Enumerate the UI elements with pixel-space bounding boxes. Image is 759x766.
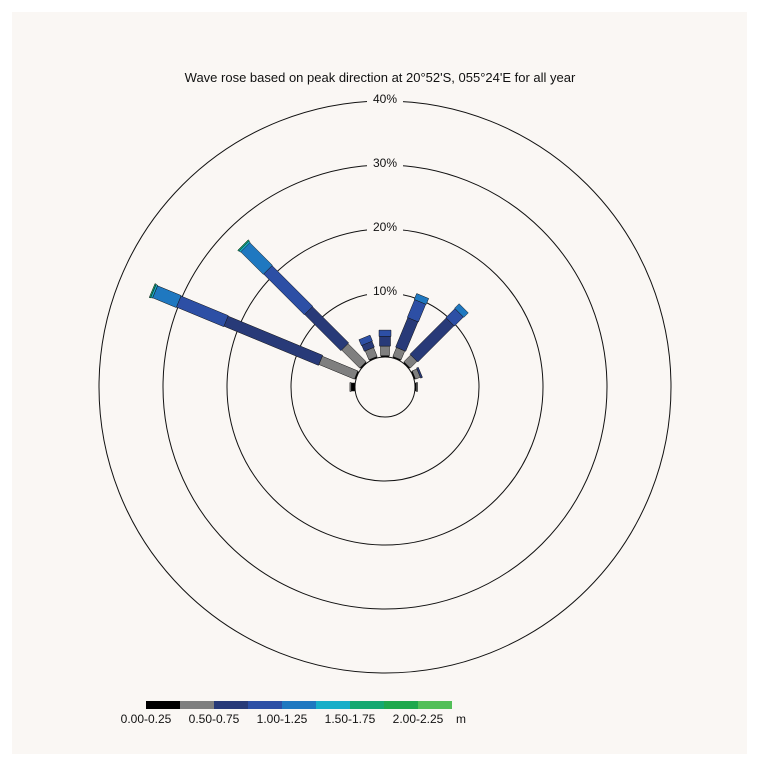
sector-22.5: [392, 293, 430, 362]
sector-90: [414, 382, 418, 392]
legend-swatch-1: [180, 701, 214, 709]
legend-label-0: 0.00-0.25: [121, 712, 172, 726]
ring-label-bg: [367, 156, 403, 169]
sector-67.5-segment-2: [416, 366, 423, 379]
height-legend: 0.00-0.25 0.50-0.75 1.00-1.25 1.50-1.75 2.00…: [121, 701, 466, 726]
sector-67.5: [410, 366, 423, 380]
legend-swatch-0: [146, 701, 180, 709]
ring-labels: 10% 20% 30% 40%: [367, 92, 403, 298]
sector-22.5-segment-4: [413, 293, 430, 305]
legend-swatch-8: [418, 701, 452, 709]
legend-swatch-5: [316, 701, 350, 709]
wave-rose-chart: Wave rose based on peak direction at 20°…: [98, 70, 672, 726]
chart-title: Wave rose based on peak direction at 20°…: [185, 70, 576, 85]
legend-label-2: 1.00-1.25: [257, 712, 308, 726]
ring-label-20: 20%: [373, 220, 397, 234]
legend-label-3: 1.50-1.75: [325, 712, 376, 726]
ring-label-bg: [367, 284, 403, 297]
sector-45: [403, 303, 469, 369]
legend-label-4: 2.00-2.25: [393, 712, 444, 726]
legend-unit: m: [456, 712, 466, 726]
calm-circle: [354, 356, 416, 418]
sector-292.5-segment-4: [152, 285, 182, 308]
legend-swatch-7: [384, 701, 418, 709]
sector-270: [349, 382, 356, 392]
sector-292.5-segment-2: [223, 315, 324, 366]
sector-45-segment-4: [454, 303, 469, 318]
sector-0-segment-3: [378, 329, 392, 337]
legend-swatch-3: [248, 701, 282, 709]
sector-270-segment-1: [349, 382, 352, 392]
sector-315-segment-3: [263, 265, 314, 316]
ring-label-bg: [367, 92, 403, 105]
sector-337.5-segment-3: [358, 334, 373, 346]
legend-swatch-2: [214, 701, 248, 709]
sector-0-segment-2: [379, 336, 391, 347]
chart-panel: Wave rose based on peak direction at 20°…: [12, 12, 747, 754]
legend-swatch-4: [282, 701, 316, 709]
legend-label-1: 0.50-0.75: [189, 712, 240, 726]
ring-label-30: 30%: [373, 156, 397, 170]
ring-label-10: 10%: [373, 284, 397, 298]
legend-swatch-6: [350, 701, 384, 709]
sector-270-segment-0: [350, 382, 356, 392]
sector-337.5: [358, 334, 378, 362]
sector-0-segment-1: [380, 345, 390, 356]
direction-sectors: [148, 239, 469, 392]
sector-292.5-segment-6: [148, 283, 157, 299]
sector-90-segment-1: [416, 382, 418, 392]
sector-315: [237, 239, 367, 369]
sector-22.5-segment-2: [395, 317, 419, 352]
ring-label-40: 40%: [373, 92, 397, 106]
sector-0: [378, 329, 392, 358]
sector-292.5-segment-3: [176, 295, 229, 328]
sector-292.5: [148, 283, 360, 380]
ring-label-bg: [367, 220, 403, 233]
sector-315-segment-6: [237, 239, 250, 252]
